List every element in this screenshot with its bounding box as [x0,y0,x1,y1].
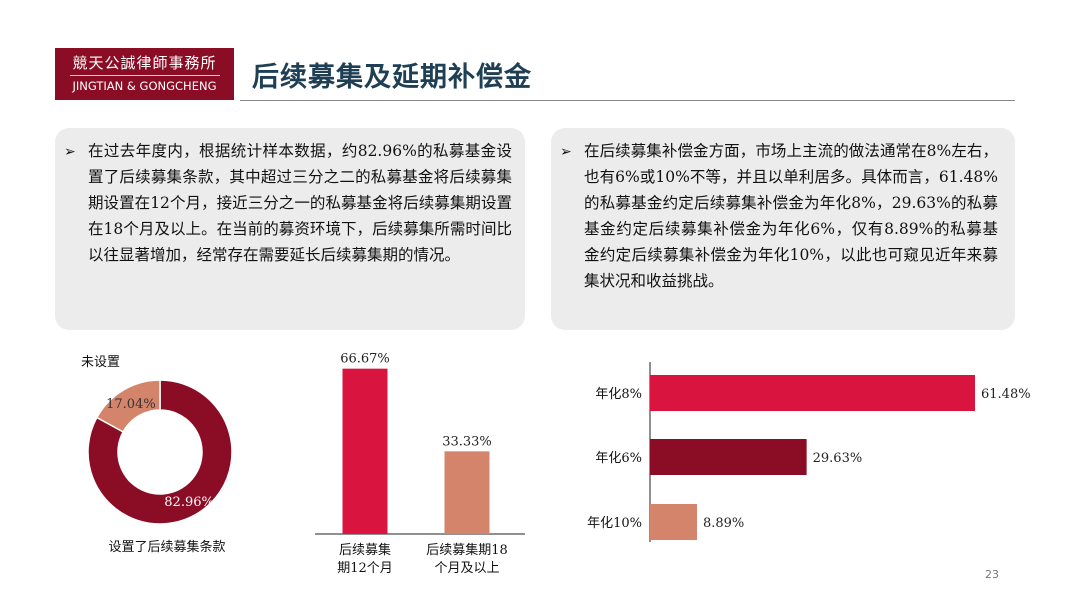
donut-value-label: 17.04% [106,397,156,412]
bar-category-label: 后续募集 [339,542,391,558]
bar-value-label: 66.67% [340,352,390,367]
bar-category-label: 后续募集期18 [426,542,508,558]
left-paragraph: 在过去年度内，根据统计样本数据，约82.96%的私募基金设置了后续募集条款，其中… [88,142,512,264]
logo-divider [69,75,220,76]
bar-value-label: 33.33% [442,434,492,449]
bar-value-label: 61.48% [981,387,1031,402]
page-number: 23 [985,568,999,581]
arrow-bullet-icon: ➢ [64,144,76,160]
bar [650,375,975,411]
donut-category-label: 未设置 [81,355,120,370]
arrow-bullet-icon: ➢ [560,144,572,160]
donut-slice [95,379,161,433]
bar [342,368,388,534]
bar-category-label: 年化10% [587,516,642,531]
bar-category-label: 期12个月 [337,561,393,576]
bar [650,504,697,540]
bar-category-label: 个月及以上 [434,561,499,576]
logo-chinese-name: 競天公誠律師事務所 [72,54,217,72]
bar-category-label: 年化6% [595,451,642,466]
donut-value-label: 82.96% [164,495,214,510]
title-divider [240,100,1015,101]
donut-slice [87,379,233,525]
text-box-left: ➢ 在过去年度内，根据统计样本数据，约82.96%的私募基金设置了后续募集条款，… [55,128,525,330]
bar [650,439,807,475]
page-title: 后续募集及延期补偿金 [252,62,532,93]
horizontal-bar-chart: 年化8% 61.48% 年化6% 29.63% 年化10% 8.89% [587,362,1031,542]
text-box-right: ➢ 在后续募集补偿金方面，市场上主流的做法通常在8%左右，也有6%或10%不等，… [551,128,1015,330]
bar-value-label: 8.89% [703,516,744,531]
right-paragraph: 在后续募集补偿金方面，市场上主流的做法通常在8%左右，也有6%或10%不等，并且… [584,142,998,290]
donut-category-label: 设置了后续募集条款 [108,539,225,555]
bar-value-label: 29.63% [813,451,863,466]
bar-category-label: 年化8% [595,387,642,402]
bar [444,451,490,534]
firm-logo: 競天公誠律師事務所 JINGTIAN & GONGCHENG [55,48,234,100]
logo-english-name: JINGTIAN & GONGCHENG [72,79,217,93]
